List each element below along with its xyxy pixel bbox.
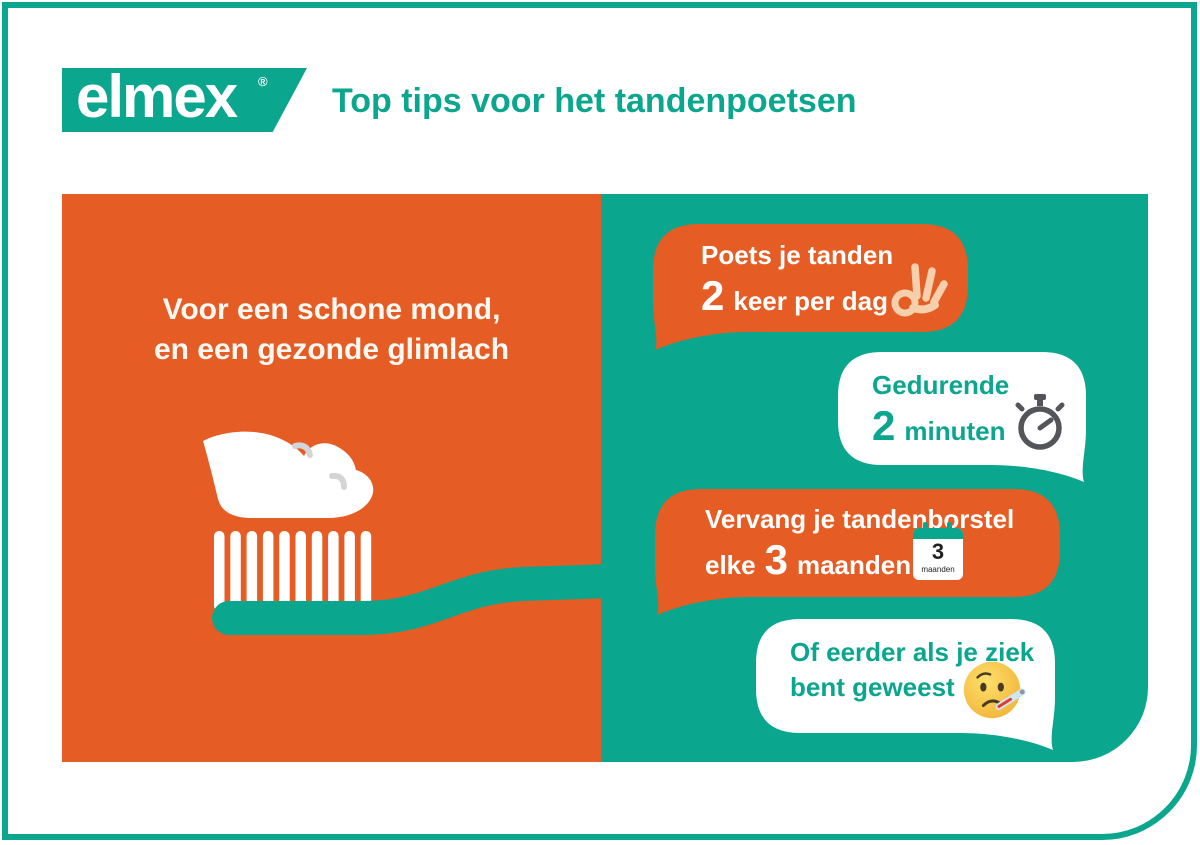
ok-hand-icon bbox=[891, 263, 948, 317]
tip-bubble-two-minutes: Gedurende 2 minuten bbox=[838, 352, 1090, 486]
toothpaste-highlights bbox=[292, 442, 347, 490]
toothbrush-illustration bbox=[203, 431, 601, 635]
page-title: Top tips voor het tandenpoetsen bbox=[332, 82, 857, 120]
tip-2-line2: minuten bbox=[904, 416, 1006, 446]
calendar-ring bbox=[923, 522, 928, 534]
tip-bubble-brush-twice: Poets je tanden 2 keer per dag bbox=[653, 224, 971, 356]
tip-3-number: 3 bbox=[764, 536, 788, 583]
calendar-number: 3 bbox=[931, 539, 945, 564]
calendar-ring bbox=[947, 522, 952, 534]
toothpaste-blob bbox=[203, 431, 374, 518]
tip-3-line1: Vervang je tandenborstel bbox=[705, 504, 1015, 534]
elmex-logo: elmex ® bbox=[62, 68, 307, 132]
tip-1-line2: keer per dag bbox=[733, 286, 888, 316]
elmex-logo-text: elmex bbox=[76, 63, 238, 130]
calendar-icon: 3 maanden bbox=[913, 522, 963, 580]
tip-4-line2: bent geweest bbox=[790, 672, 955, 702]
left-panel: Voor een schone mond, en een gezonde gli… bbox=[62, 194, 601, 762]
tip-3-line2: maanden bbox=[796, 550, 912, 580]
toothbrush-handle bbox=[212, 564, 601, 635]
tip-3-line2-prefix: elke bbox=[705, 550, 756, 580]
speech-bubble-shape bbox=[838, 352, 1086, 482]
toothbrush-bristles bbox=[214, 531, 372, 611]
sick-face-icon bbox=[963, 661, 1026, 719]
tip-2-line1: Gedurende bbox=[872, 370, 1010, 400]
calendar-label: maanden bbox=[921, 565, 955, 574]
speech-bubble-shape bbox=[756, 619, 1055, 750]
heading-line-1: Voor een schone mond, bbox=[162, 293, 501, 326]
calendar-header bbox=[913, 528, 963, 539]
tip-bubble-replace-brush: Vervang je tandenborstel elke 3 maanden … bbox=[655, 489, 1063, 621]
stopwatch-icon bbox=[1015, 394, 1065, 450]
speech-bubble-shape bbox=[653, 224, 968, 350]
speech-bubble-shape bbox=[655, 489, 1060, 615]
tip-1-line1: Poets je tanden bbox=[701, 240, 894, 270]
tip-1-number: 2 bbox=[701, 272, 725, 319]
heading-line-2: en een gezonde glimlach bbox=[153, 333, 510, 366]
registered-trademark: ® bbox=[258, 74, 268, 89]
left-panel-heading: Voor een schone mond, en een gezonde gli… bbox=[62, 290, 601, 370]
tip-bubble-after-illness: Of eerder als je ziek bent geweest bbox=[756, 619, 1058, 755]
tip-2-number: 2 bbox=[872, 402, 896, 449]
